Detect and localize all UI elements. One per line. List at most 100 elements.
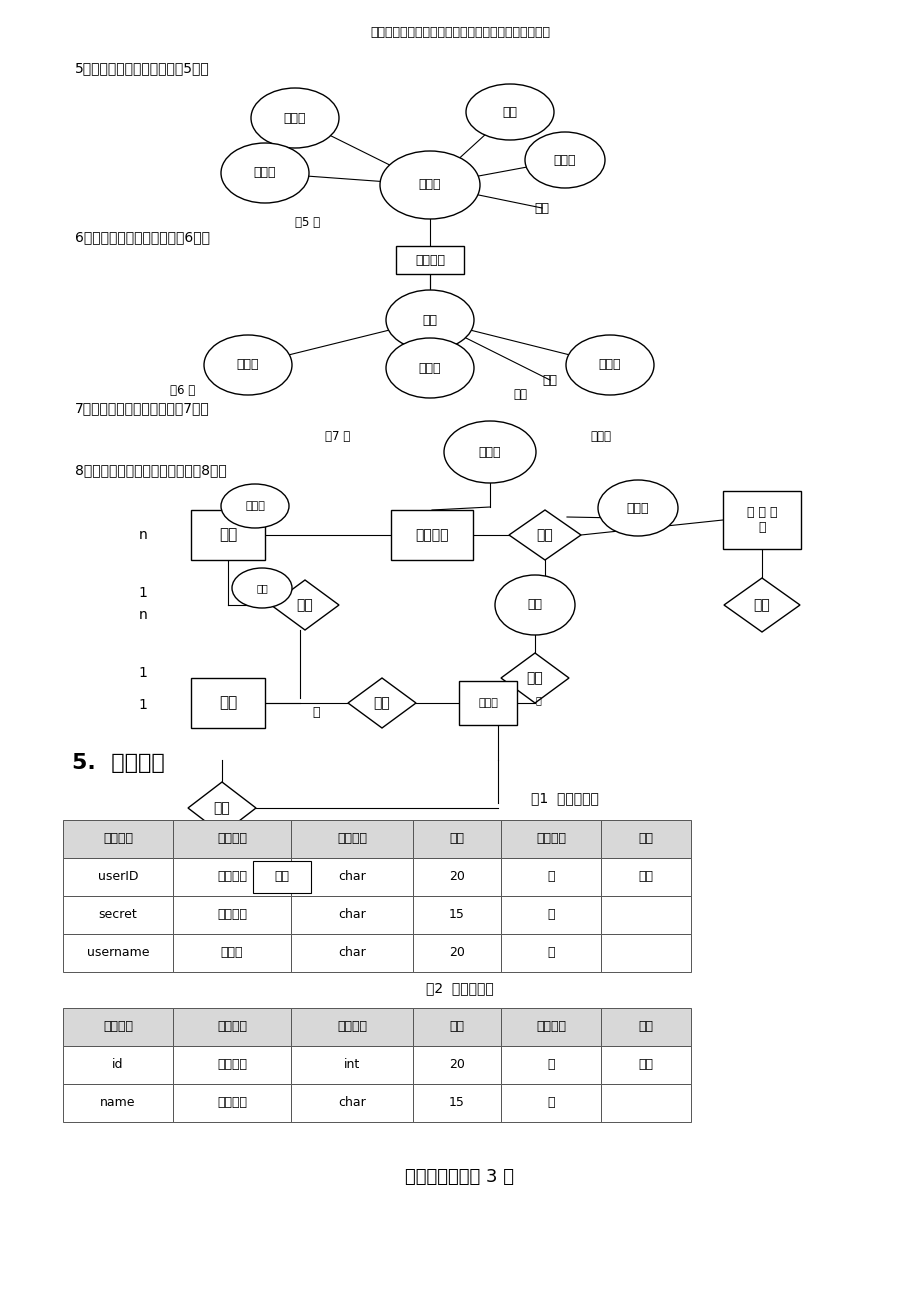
Text: 长度: 长度: [449, 1021, 464, 1034]
Bar: [501, 934, 600, 973]
Text: 班级号: 班级号: [418, 362, 441, 375]
Text: id: id: [112, 1059, 124, 1072]
Text: secret: secret: [98, 909, 137, 922]
Ellipse shape: [597, 480, 677, 536]
Text: 中文解释: 中文解释: [217, 832, 246, 845]
Bar: [191, 678, 265, 728]
Text: 6）教室课表实体属性图如图6所示: 6）教室课表实体属性图如图6所示: [75, 230, 210, 243]
Bar: [413, 1085, 501, 1122]
Text: 主键: 主键: [638, 1059, 652, 1072]
Polygon shape: [723, 578, 800, 631]
Bar: [290, 1085, 413, 1122]
Bar: [253, 861, 311, 893]
Text: 否: 否: [547, 947, 554, 960]
Text: 属于: 属于: [296, 598, 313, 612]
Bar: [413, 934, 501, 973]
Text: name: name: [100, 1096, 136, 1109]
Text: 长度: 长度: [449, 832, 464, 845]
Bar: [413, 896, 501, 934]
Text: 查询: 查询: [526, 671, 543, 685]
Text: 备注: 备注: [638, 832, 652, 845]
Text: 用户密码: 用户密码: [217, 909, 246, 922]
Bar: [173, 1085, 290, 1122]
Text: 班级号: 班级号: [283, 112, 306, 125]
Bar: [600, 820, 690, 858]
Ellipse shape: [525, 132, 605, 187]
Ellipse shape: [444, 421, 536, 483]
Text: 图7 教: 图7 教: [324, 431, 350, 444]
Text: 查询: 查询: [536, 529, 552, 542]
Bar: [600, 1046, 690, 1085]
Text: 教室课表: 教室课表: [414, 254, 445, 267]
Text: 图5 学: 图5 学: [295, 216, 320, 228]
Bar: [290, 1046, 413, 1085]
Text: 时间: 时间: [527, 599, 542, 612]
Polygon shape: [271, 579, 338, 630]
Text: 图6 教: 图6 教: [170, 384, 195, 397]
Ellipse shape: [251, 89, 338, 148]
Text: int: int: [344, 1059, 359, 1072]
Ellipse shape: [221, 484, 289, 529]
Polygon shape: [347, 678, 415, 728]
Bar: [413, 820, 501, 858]
Text: userID: userID: [97, 871, 138, 884]
Bar: [501, 1085, 600, 1122]
Ellipse shape: [204, 335, 291, 395]
Bar: [290, 1008, 413, 1046]
Text: 中文解释: 中文解释: [217, 1021, 246, 1034]
Bar: [173, 1008, 290, 1046]
Bar: [173, 858, 290, 896]
Text: 是否为空: 是否为空: [536, 832, 565, 845]
Polygon shape: [187, 783, 255, 835]
Bar: [413, 858, 501, 896]
Text: 是否为空: 是否为空: [536, 1021, 565, 1034]
Text: 课程号: 课程号: [244, 501, 265, 510]
Text: 排课: 排课: [753, 598, 769, 612]
Text: 属于: 属于: [213, 801, 230, 815]
Text: 系别: 系别: [274, 871, 289, 884]
Text: char: char: [338, 909, 366, 922]
Text: 字段名称: 字段名称: [103, 1021, 133, 1034]
Text: 15: 15: [448, 1096, 464, 1109]
Bar: [290, 934, 413, 973]
Bar: [62, 1008, 173, 1046]
Text: 20: 20: [448, 1059, 464, 1072]
Ellipse shape: [221, 143, 309, 203]
Bar: [173, 1046, 290, 1085]
Ellipse shape: [232, 568, 291, 608]
Text: 教师姓名: 教师姓名: [217, 1096, 246, 1109]
Text: 否: 否: [547, 1096, 554, 1109]
Bar: [173, 896, 290, 934]
Text: 教师号: 教师号: [478, 445, 501, 458]
Text: 班级: 班级: [219, 695, 237, 711]
Text: 主键: 主键: [638, 871, 652, 884]
Text: 【精品文档】第 3 页: 【精品文档】第 3 页: [405, 1168, 514, 1186]
Text: 否: 否: [547, 871, 554, 884]
Text: 5.  物理设计: 5. 物理设计: [72, 753, 165, 773]
Bar: [413, 1008, 501, 1046]
Bar: [600, 934, 690, 973]
Text: 字段类型: 字段类型: [336, 1021, 367, 1034]
Bar: [501, 896, 600, 934]
Text: char: char: [338, 1096, 366, 1109]
Text: 学生: 学生: [219, 527, 237, 543]
Text: 否: 否: [547, 1059, 554, 1072]
Text: 号号: 号号: [255, 583, 267, 592]
Text: username: username: [86, 947, 149, 960]
Polygon shape: [501, 654, 568, 703]
Text: 实: 实: [535, 695, 540, 704]
Ellipse shape: [494, 575, 574, 635]
Bar: [391, 510, 472, 560]
Text: 字段名称: 字段名称: [103, 832, 133, 845]
Bar: [62, 1085, 173, 1122]
Bar: [62, 896, 173, 934]
Text: 精品文档，仅供学习与交流，如有侵权请联系网站删除: 精品文档，仅供学习与交流，如有侵权请联系网站删除: [369, 26, 550, 39]
Bar: [173, 934, 290, 973]
Text: 用户账号: 用户账号: [217, 871, 246, 884]
Ellipse shape: [565, 335, 653, 395]
Bar: [290, 820, 413, 858]
Text: 否: 否: [547, 909, 554, 922]
Text: 用户名: 用户名: [221, 947, 243, 960]
Text: 8）大学自动排课实体属性图如图8所示: 8）大学自动排课实体属性图如图8所示: [75, 464, 226, 477]
Text: 1: 1: [139, 586, 147, 600]
